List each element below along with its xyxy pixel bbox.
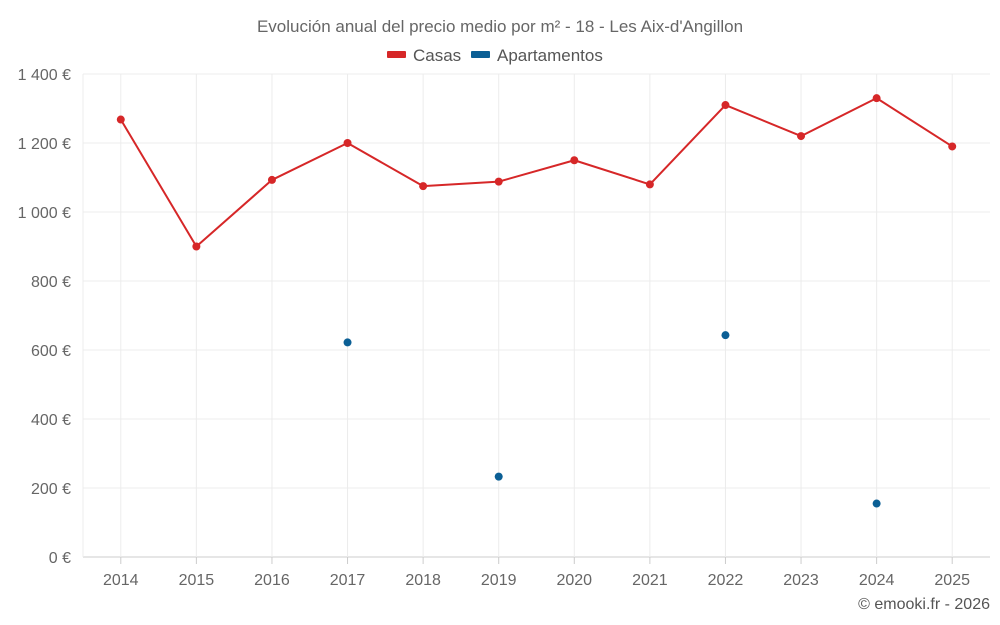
y-tick-label: 800 € xyxy=(31,274,71,291)
data-point-casas-2025[interactable] xyxy=(948,142,957,151)
y-tick-label: 1 400 € xyxy=(18,67,71,84)
x-tick-label: 2023 xyxy=(783,572,819,589)
data-point-apartamentos-2022[interactable] xyxy=(721,331,730,340)
y-tick-label: 200 € xyxy=(31,481,71,498)
data-point-casas-2014[interactable] xyxy=(116,115,125,124)
data-point-apartamentos-2019[interactable] xyxy=(494,472,503,481)
series-apartamentos xyxy=(343,331,881,508)
data-point-apartamentos-2024[interactable] xyxy=(872,499,881,508)
chart-title: Evolución anual del precio medio por m² … xyxy=(257,17,743,36)
data-point-apartamentos-2017[interactable] xyxy=(343,338,352,347)
x-tick-label: 2022 xyxy=(708,572,744,589)
data-point-casas-2015[interactable] xyxy=(192,242,201,251)
x-tick-label: 2016 xyxy=(254,572,290,589)
legend-item-casas[interactable]: Casas xyxy=(387,46,461,65)
data-point-casas-2019[interactable] xyxy=(494,177,503,186)
x-tick-label: 2020 xyxy=(556,572,592,589)
data-point-casas-2021[interactable] xyxy=(645,180,654,189)
grid xyxy=(83,73,990,558)
legend-item-apartamentos[interactable]: Apartamentos xyxy=(471,46,603,65)
data-point-casas-2024[interactable] xyxy=(872,94,881,103)
y-tick-label: 400 € xyxy=(31,412,71,429)
y-tick-label: 600 € xyxy=(31,343,71,360)
x-tick-label: 2018 xyxy=(405,572,441,589)
axes: 0 € 200 € 400 € 600 € 800 € 1 000 € 1 200 € 1 4… xyxy=(18,67,970,589)
x-tick-label: 2021 xyxy=(632,572,668,589)
data-point-casas-2022[interactable] xyxy=(721,101,730,110)
data-point-casas-2020[interactable] xyxy=(570,156,579,165)
legend-swatch-apartamentos xyxy=(471,51,490,58)
legend-label-casas: Casas xyxy=(413,46,461,65)
x-tick-label: 2019 xyxy=(481,572,517,589)
series-line-casas xyxy=(119,97,953,248)
y-tick-label: 0 € xyxy=(49,550,71,567)
credit: © emooki.fr - 2026 xyxy=(858,596,990,613)
y-tick-label: 1 000 € xyxy=(18,205,71,222)
x-tick-label: 2014 xyxy=(103,572,139,589)
y-tick-label: 1 200 € xyxy=(18,136,71,153)
legend-swatch-casas xyxy=(387,51,406,58)
legend-label-apartamentos: Apartamentos xyxy=(497,46,603,65)
data-point-casas-2017[interactable] xyxy=(343,139,352,147)
data-point-casas-2023[interactable] xyxy=(797,132,806,141)
x-tick-label: 2025 xyxy=(934,572,970,589)
series-layer xyxy=(116,94,957,508)
x-tick-label: 2015 xyxy=(179,572,215,589)
series-casas xyxy=(116,94,957,251)
data-point-casas-2016[interactable] xyxy=(267,175,276,184)
x-tick-label: 2024 xyxy=(859,572,895,589)
data-point-casas-2018[interactable] xyxy=(419,182,428,191)
x-tick-label: 2017 xyxy=(330,572,366,589)
legend[interactable]: Casas Apartamentos xyxy=(387,46,603,65)
